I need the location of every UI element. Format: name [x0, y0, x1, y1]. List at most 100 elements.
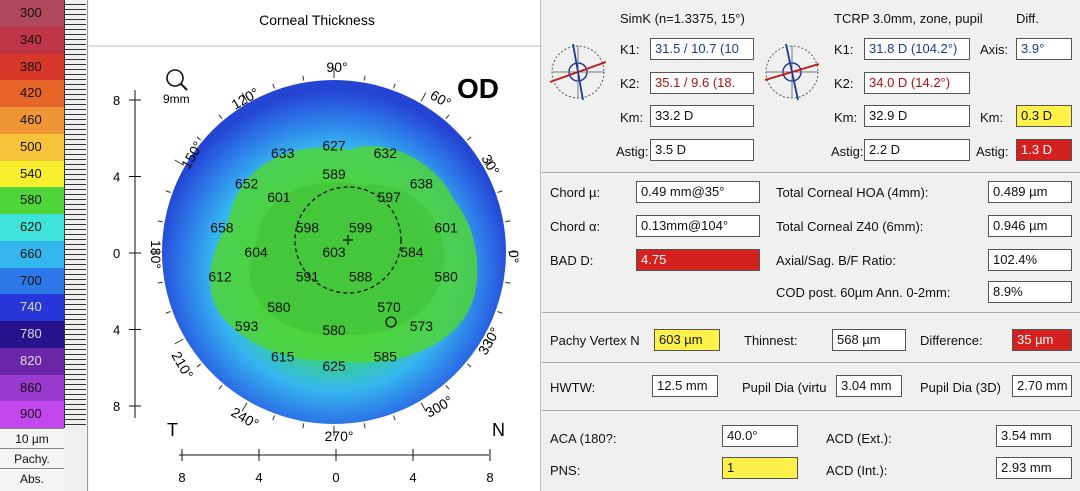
chamber-section: ACA (180?: 40.0° PNS: 1 ACD (Ext.): 3.54… [542, 410, 1080, 491]
scale-row: 460 [0, 107, 64, 134]
scale-row: 300 [0, 0, 64, 27]
scale-row: 540 [0, 160, 64, 188]
pachy-vertex-label: Pachy Vertex N [550, 333, 640, 348]
scale-row: 380 [0, 53, 64, 81]
thickness-value: 591 [296, 269, 320, 285]
simk-k1-label: K1: [620, 42, 640, 57]
aca-label: ACA (180?: [550, 431, 617, 446]
scale-unit[interactable]: 10 µm [0, 428, 64, 448]
thickness-value: 633 [271, 145, 295, 161]
diff-header: Diff. [1016, 11, 1039, 26]
y-tick-label: 4 [113, 170, 120, 185]
x-tick-label: 8 [486, 470, 493, 485]
tcrp-km-label: Km: [834, 110, 858, 125]
simk-astig-label: Astig: [616, 144, 649, 159]
thickness-map-panel[interactable]: Corneal Thickness 627 633 632 652 589 638 601 5… [89, 0, 541, 491]
tcrp-astig-label: Astig: [831, 144, 864, 159]
pupil-virt-value: 3.04 mm [836, 375, 902, 397]
pupil-virt-label: Pupil Dia (virtu [742, 380, 827, 395]
tcrp-axis-icon [764, 43, 820, 101]
acd-ext-label: ACD (Ext.): [826, 431, 892, 446]
diff-axis-label: Axis: [980, 42, 1009, 57]
angle-60: 60° [428, 87, 454, 111]
indices-section: Chord µ: 0.49 mm@35° Chord α: 0.13mm@104… [542, 172, 1080, 308]
zoom-icon[interactable] [166, 69, 184, 87]
x-tick-label: 8 [178, 470, 185, 485]
cod-value: 8.9% [988, 281, 1072, 303]
thickness-value: 593 [235, 318, 259, 334]
diff-axis-value: 3.9° [1016, 38, 1072, 60]
angle-tick [420, 402, 427, 412]
angle-tick [174, 338, 184, 345]
z40-label: Total Corneal Z40 (6mm): [776, 219, 924, 234]
scale-row: 420 [0, 80, 64, 107]
angle-tick [505, 220, 511, 223]
thickness-map[interactable]: Corneal Thickness 627 633 632 652 589 638 601 5… [89, 0, 541, 491]
hoa-value: 0.489 µm [988, 181, 1072, 203]
difference-value: 35 µm [1012, 329, 1072, 351]
scale-row: 700 [0, 267, 64, 295]
pupil-3d-label: Pupil Dia (3D) [920, 380, 1001, 395]
thickness-value: 580 [434, 269, 458, 285]
ratio-label: Axial/Sag. B/F Ratio: [776, 253, 896, 268]
eye-label: OD [457, 73, 499, 104]
thickness-value: 599 [349, 219, 373, 235]
scale-row: 340 [0, 26, 64, 54]
acd-ext-value: 3.54 mm [996, 425, 1072, 447]
thinnest-point-marker [385, 316, 397, 328]
angle-tick [484, 159, 494, 166]
angle-tick [196, 136, 202, 141]
angle-tick [302, 75, 305, 81]
tcrp-k2-label: K2: [834, 76, 854, 91]
parameters-panel: SimK (n=1.3375, 15°) K1: 31.5 / 10.7 (10… [542, 0, 1080, 491]
thickness-values: 627 633 632 652 589 638 601 597 658 598 599 601 604 6… [208, 138, 458, 374]
pachy-vertex-value: 603 µm [654, 329, 720, 351]
angle-tick [196, 363, 202, 368]
thickness-value: 597 [377, 189, 401, 205]
thinnest-value: 568 µm [832, 329, 906, 351]
dimensions-section: HWTW: 12.5 mm Pupil Dia (virtu 3.04 mm P… [542, 362, 1080, 410]
scale-row: 860 [0, 374, 64, 402]
angle-tick [241, 92, 248, 102]
angle-tick [302, 423, 305, 429]
tcrp-km-value: 32.9 D [864, 105, 970, 127]
angle-tick [505, 281, 511, 284]
diff-astig-value: 1.3 D [1016, 139, 1072, 161]
tcrp-k2-value: 34.0 D (14.2°) [864, 72, 970, 94]
thickness-value: 580 [322, 322, 346, 338]
tcrp-astig-value: 2.2 D [864, 139, 970, 161]
angle-tick [497, 190, 503, 193]
ratio-value: 102.4% [988, 249, 1072, 271]
thickness-value: 625 [322, 358, 346, 374]
angle-tick [484, 338, 494, 345]
angle-0: 0° [506, 250, 522, 263]
angle-tick [445, 384, 450, 390]
difference-label: Difference: [920, 333, 983, 348]
angle-tick [466, 136, 472, 141]
color-scale: 300 340 380 420 460 500 540 580 620 660 700 740 780 8… [0, 0, 88, 491]
scale-type[interactable]: Abs. [0, 468, 64, 491]
x-tick-label: 0 [332, 470, 339, 485]
thickness-value: 658 [210, 219, 234, 235]
acd-int-value: 2.93 mm [996, 457, 1072, 479]
x-tick-label: 4 [255, 470, 262, 485]
scale-mode[interactable]: Pachy. [0, 448, 64, 468]
hwtw-label: HWTW: [550, 380, 596, 395]
angle-tick [165, 190, 171, 193]
simk-km-label: Km: [620, 110, 644, 125]
thickness-value: 588 [349, 269, 373, 285]
angle-tick [272, 83, 275, 89]
chord-alpha-label: Chord α: [550, 219, 601, 234]
keratometry-section: SimK (n=1.3375, 15°) K1: 31.5 / 10.7 (10… [542, 0, 1080, 170]
angle-tick [445, 114, 450, 120]
z40-value: 0.946 µm [988, 215, 1072, 237]
thickness-value: 632 [374, 145, 398, 161]
y-tick-label: 0 [113, 246, 120, 261]
pupil-center-marker [343, 235, 353, 245]
simk-k2-value: 35.1 / 9.6 (18. [650, 72, 754, 94]
pachy-section: Pachy Vertex N 603 µm Thinnest: 568 µm D… [542, 312, 1080, 362]
simk-km-value: 33.2 D [650, 105, 754, 127]
y-tick-label: 8 [113, 399, 120, 414]
angle-tick [157, 220, 163, 223]
thinnest-label: Thinnest: [744, 333, 798, 348]
